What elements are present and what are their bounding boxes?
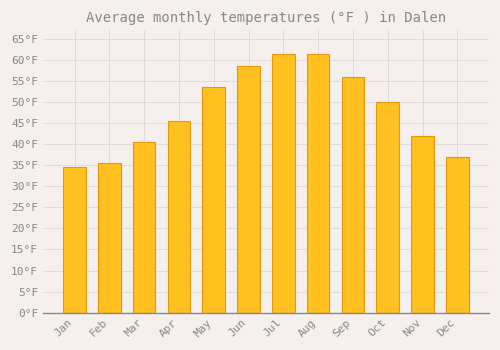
Bar bbox=[237, 66, 260, 313]
Bar bbox=[376, 102, 399, 313]
Bar bbox=[272, 54, 294, 313]
Bar bbox=[411, 136, 434, 313]
Bar bbox=[133, 142, 156, 313]
Bar bbox=[202, 87, 225, 313]
Bar bbox=[307, 54, 330, 313]
Bar bbox=[446, 157, 468, 313]
Bar bbox=[63, 167, 86, 313]
Bar bbox=[342, 77, 364, 313]
Bar bbox=[98, 163, 120, 313]
Bar bbox=[168, 121, 190, 313]
Title: Average monthly temperatures (°F ) in Dalen: Average monthly temperatures (°F ) in Da… bbox=[86, 11, 446, 25]
